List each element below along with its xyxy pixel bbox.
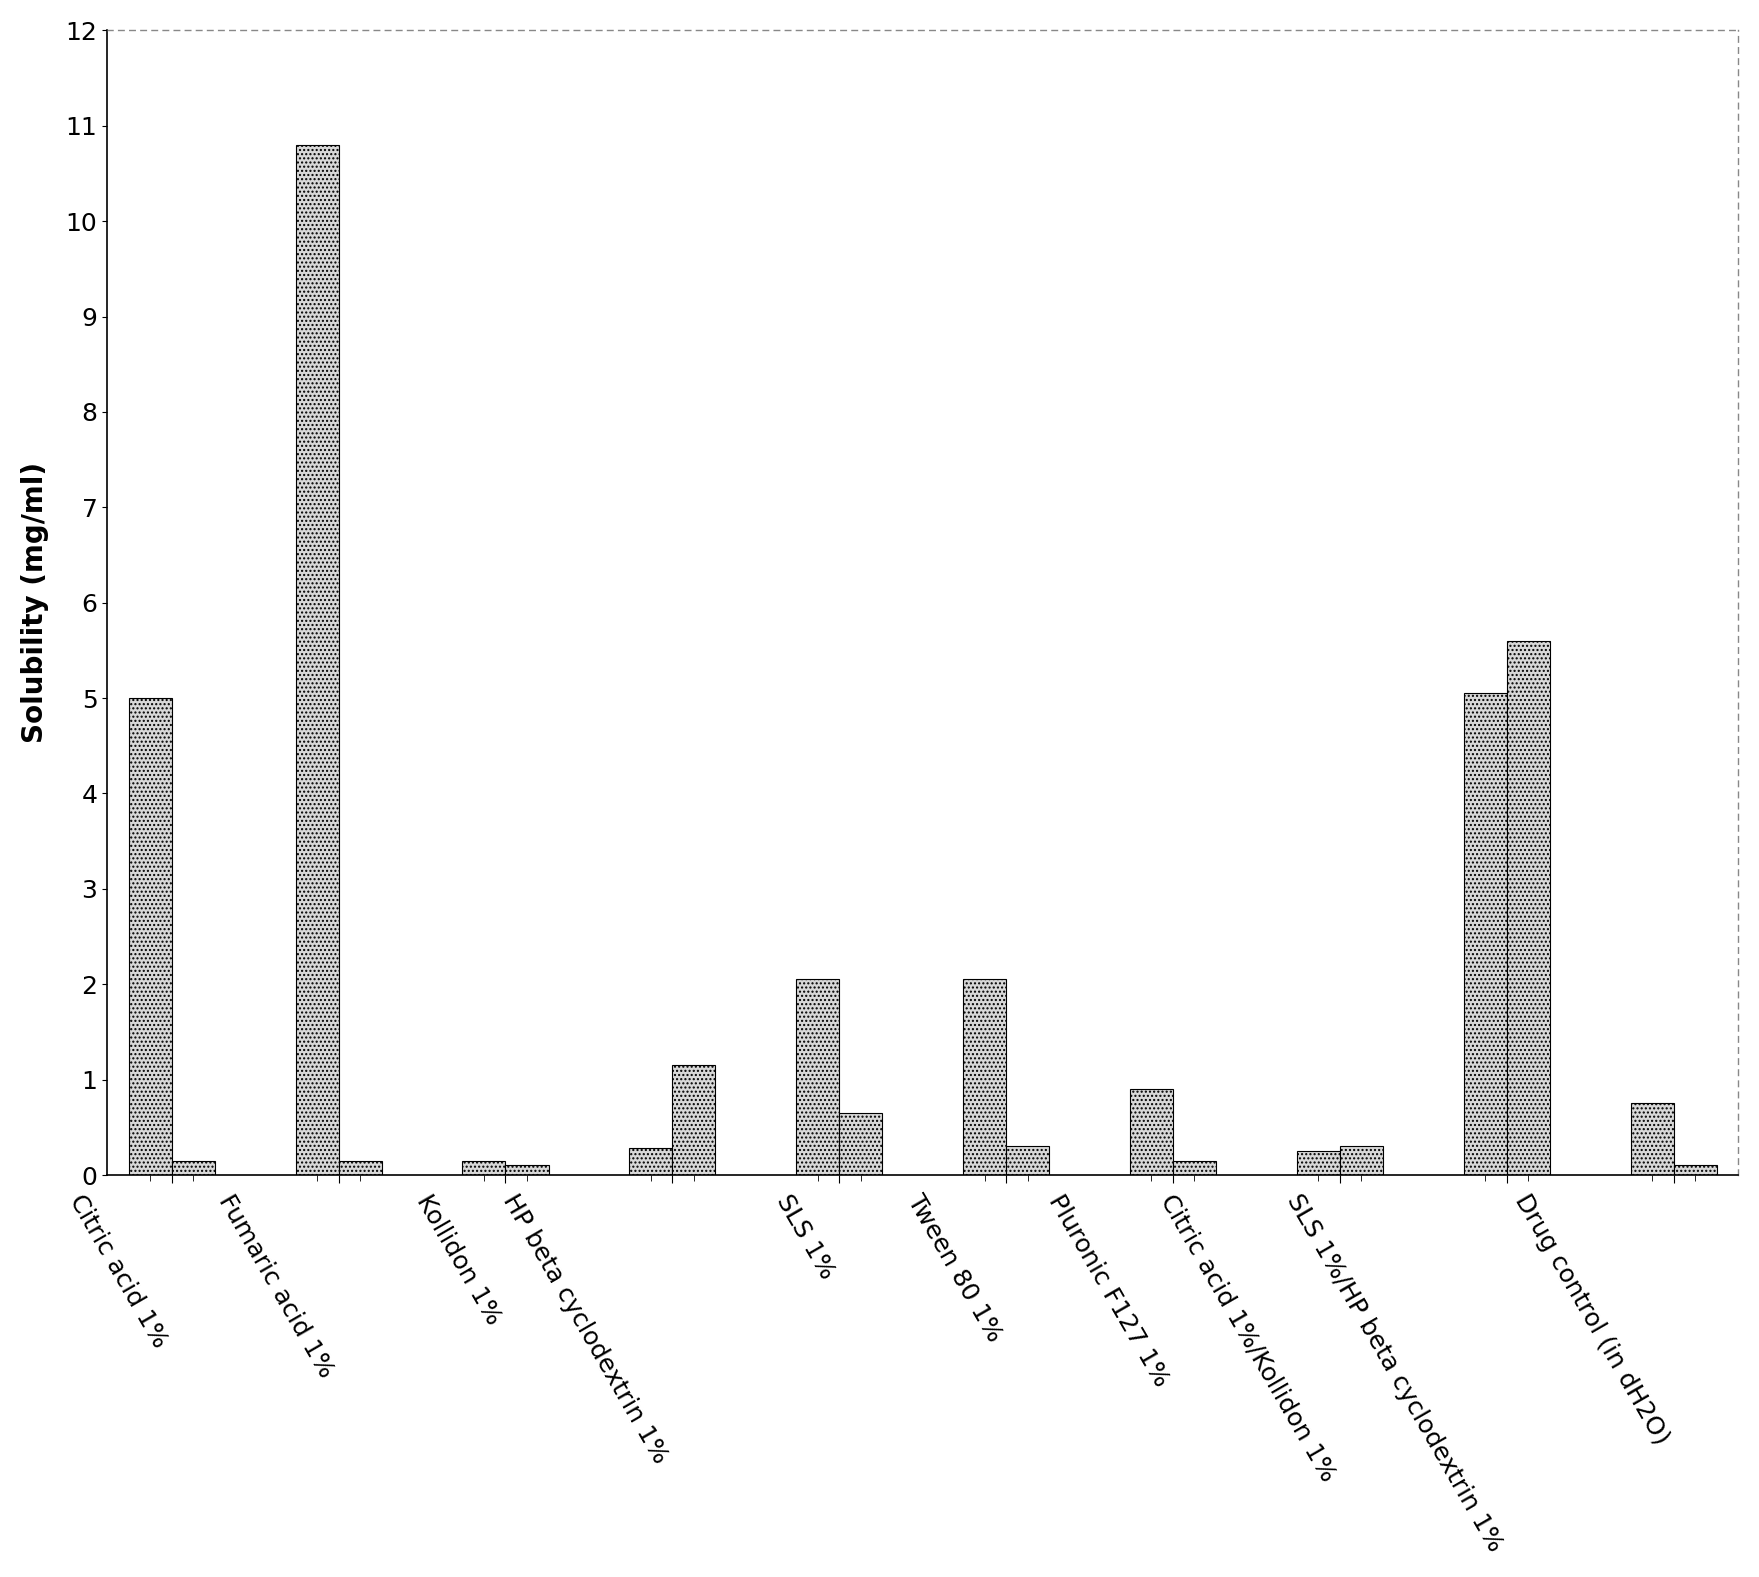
Y-axis label: Solubility (mg/ml): Solubility (mg/ml)	[21, 462, 49, 743]
Bar	[630, 1148, 672, 1175]
Bar	[128, 699, 172, 1175]
Bar	[296, 145, 338, 1175]
Bar	[1340, 1146, 1383, 1175]
Bar	[1507, 640, 1550, 1175]
Bar	[1006, 1146, 1048, 1175]
Bar	[839, 1113, 883, 1175]
Bar	[962, 979, 1006, 1175]
Bar	[1673, 1165, 1717, 1175]
Bar	[1463, 694, 1507, 1175]
Bar	[1631, 1104, 1673, 1175]
Bar	[1129, 1090, 1173, 1175]
Bar	[1296, 1151, 1340, 1175]
Bar	[672, 1066, 716, 1175]
Bar	[463, 1161, 505, 1175]
Bar	[505, 1165, 549, 1175]
Bar	[1173, 1161, 1215, 1175]
Bar	[797, 979, 839, 1175]
Bar	[172, 1161, 215, 1175]
Bar	[338, 1161, 382, 1175]
